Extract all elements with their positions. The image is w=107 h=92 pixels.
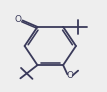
Text: O: O [67,71,74,80]
Text: O: O [15,15,22,24]
